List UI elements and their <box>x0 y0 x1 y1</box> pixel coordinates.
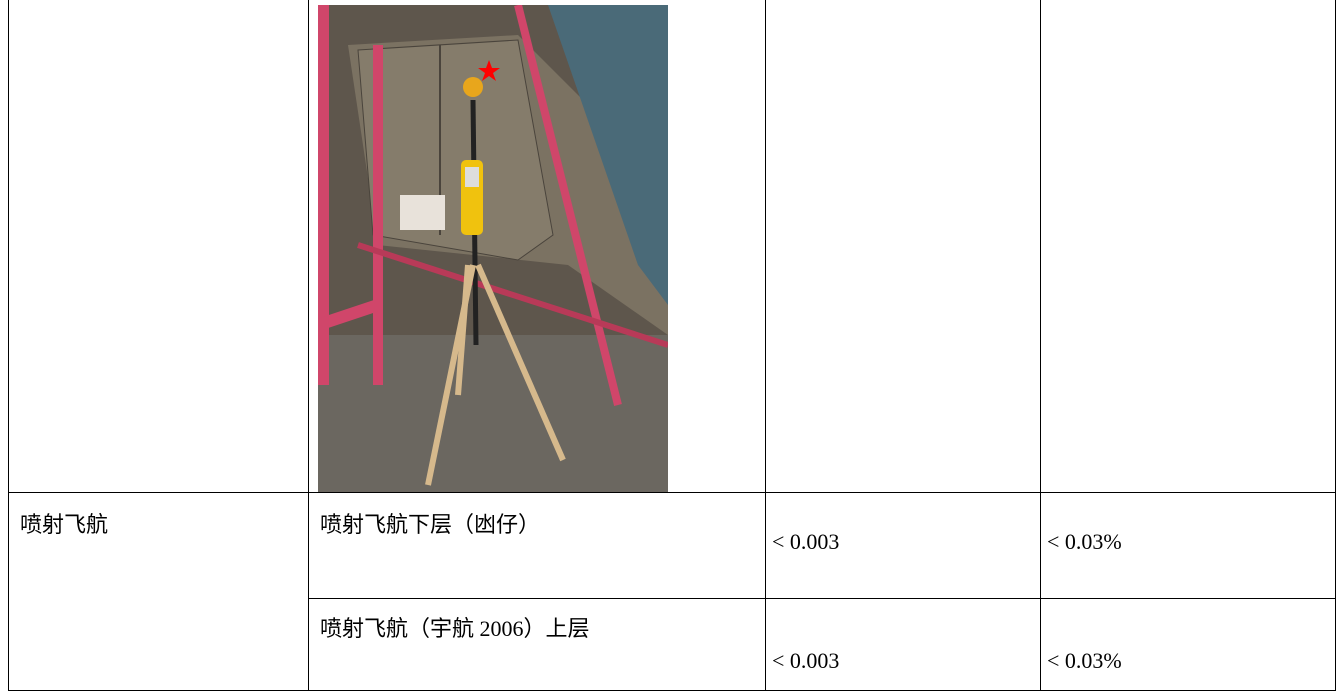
border <box>765 0 766 690</box>
border <box>8 690 1336 691</box>
cell-text: 喷射飞航下层（凼仔） <box>320 512 541 537</box>
border <box>8 492 1336 493</box>
cell-text: < 0.03% <box>1047 648 1122 673</box>
cell-text: < 0.003 <box>772 648 840 673</box>
cell-text: < 0.003 <box>772 529 840 554</box>
cell-text: < 0.03% <box>1047 529 1122 554</box>
cell-text: 喷射飞航（宇航 2006）上层 <box>320 616 590 641</box>
cell-text: 喷射飞航 <box>20 512 109 537</box>
border <box>1040 0 1041 690</box>
photo <box>318 5 668 492</box>
border <box>308 0 309 690</box>
border <box>308 598 1336 599</box>
border <box>1335 0 1336 690</box>
border <box>8 0 9 690</box>
